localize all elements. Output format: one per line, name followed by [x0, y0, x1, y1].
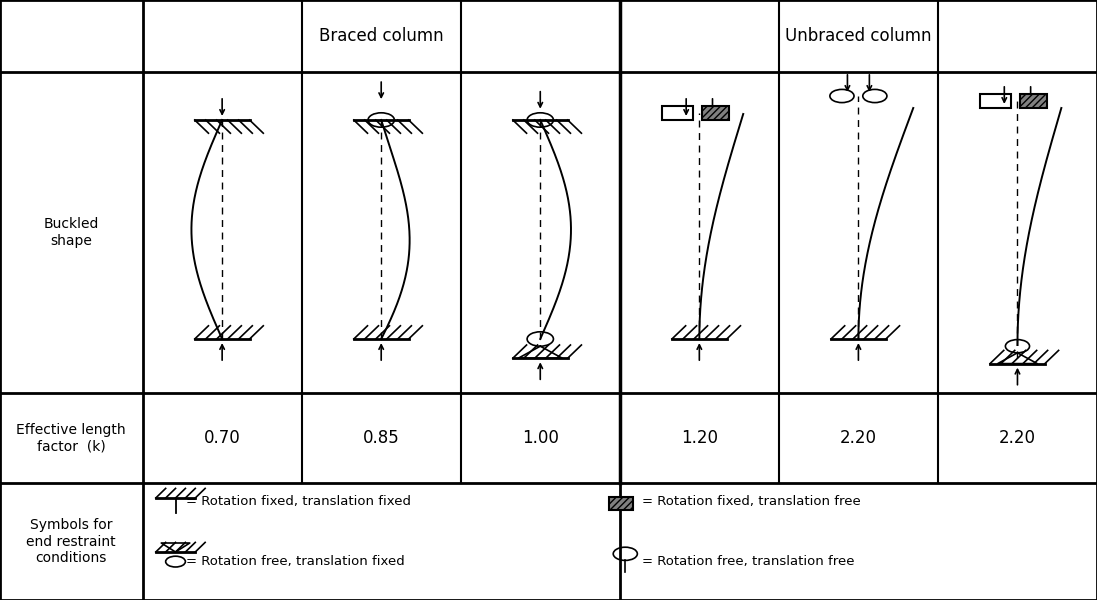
Text: Braced column: Braced column [319, 27, 443, 45]
Text: = Rotation free, translation free: = Rotation free, translation free [642, 554, 855, 568]
Text: Buckled
shape: Buckled shape [44, 217, 99, 248]
Bar [661, 106, 692, 120]
Bar [702, 106, 728, 120]
Text: Unbraced column: Unbraced column [785, 27, 931, 45]
Text: Effective length
factor  (k): Effective length factor (k) [16, 423, 126, 453]
Bar [1020, 94, 1048, 108]
Text: 1.00: 1.00 [522, 429, 558, 447]
Text: Symbols for
end restraint
conditions: Symbols for end restraint conditions [26, 518, 116, 565]
Text: = Rotation free, translation fixed: = Rotation free, translation fixed [186, 554, 405, 568]
Text: = Rotation fixed, translation free: = Rotation fixed, translation free [642, 494, 860, 508]
Bar [981, 94, 1011, 108]
Text: = Rotation fixed, translation fixed: = Rotation fixed, translation fixed [186, 494, 411, 508]
Text: 0.85: 0.85 [363, 429, 399, 447]
Bar [609, 497, 633, 510]
Text: 0.70: 0.70 [204, 429, 240, 447]
Text: 2.20: 2.20 [840, 429, 877, 447]
Text: 1.20: 1.20 [681, 429, 717, 447]
Text: 2.20: 2.20 [999, 429, 1036, 447]
